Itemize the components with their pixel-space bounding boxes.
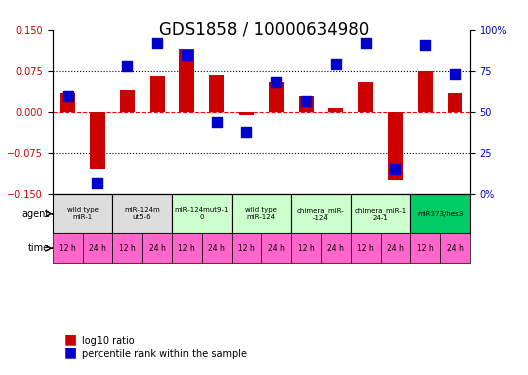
FancyBboxPatch shape: [142, 233, 172, 263]
FancyBboxPatch shape: [381, 233, 410, 263]
Point: [272, 80, 280, 86]
FancyBboxPatch shape: [202, 233, 232, 263]
FancyBboxPatch shape: [291, 194, 351, 233]
Text: 12 h: 12 h: [238, 244, 255, 253]
FancyBboxPatch shape: [351, 233, 381, 263]
Bar: [180, 49, 194, 112]
FancyBboxPatch shape: [53, 194, 112, 233]
FancyBboxPatch shape: [232, 194, 291, 233]
FancyBboxPatch shape: [321, 233, 351, 263]
FancyBboxPatch shape: [410, 194, 470, 233]
FancyBboxPatch shape: [351, 194, 410, 233]
Bar: [269, 82, 284, 112]
Text: chimera_miR-1
24-1: chimera_miR-1 24-1: [354, 207, 407, 220]
Bar: [388, 112, 403, 180]
Point: [361, 40, 370, 46]
Text: 24 h: 24 h: [208, 244, 225, 253]
Bar: [209, 75, 224, 112]
Text: 24 h: 24 h: [387, 244, 404, 253]
Point: [123, 63, 131, 69]
FancyBboxPatch shape: [410, 233, 440, 263]
FancyBboxPatch shape: [112, 194, 172, 233]
Text: miR-124m
ut5-6: miR-124m ut5-6: [124, 207, 160, 220]
Text: chimera_miR-
-124: chimera_miR- -124: [297, 207, 345, 220]
Point: [451, 71, 459, 77]
FancyBboxPatch shape: [261, 233, 291, 263]
Text: agent: agent: [22, 209, 50, 219]
Bar: [328, 108, 343, 112]
Text: time: time: [27, 243, 50, 253]
Text: 24 h: 24 h: [149, 244, 165, 253]
Text: 24 h: 24 h: [327, 244, 344, 253]
Text: ■: ■: [63, 345, 77, 360]
Text: 12 h: 12 h: [357, 244, 374, 253]
Point: [93, 180, 102, 186]
Bar: [418, 71, 432, 112]
Text: 12 h: 12 h: [298, 244, 315, 253]
FancyBboxPatch shape: [112, 233, 142, 263]
FancyBboxPatch shape: [291, 233, 321, 263]
Point: [302, 98, 310, 104]
Bar: [120, 90, 135, 112]
Point: [421, 42, 429, 48]
Text: 24 h: 24 h: [447, 244, 464, 253]
Bar: [239, 112, 254, 115]
FancyBboxPatch shape: [53, 233, 82, 263]
Text: 12 h: 12 h: [178, 244, 195, 253]
Text: ■: ■: [63, 332, 77, 346]
Bar: [90, 112, 105, 170]
FancyBboxPatch shape: [172, 233, 202, 263]
Point: [183, 52, 191, 58]
Point: [153, 40, 162, 46]
Text: wild type
miR-124: wild type miR-124: [246, 207, 277, 220]
Text: 12 h: 12 h: [59, 244, 76, 253]
Text: log10 ratio: log10 ratio: [82, 336, 135, 345]
Bar: [60, 93, 75, 112]
Bar: [448, 93, 463, 112]
Text: GDS1858 / 10000634980: GDS1858 / 10000634980: [159, 21, 369, 39]
Point: [332, 62, 340, 68]
Text: 24 h: 24 h: [89, 244, 106, 253]
Bar: [299, 96, 314, 112]
FancyBboxPatch shape: [82, 233, 112, 263]
Bar: [149, 76, 165, 112]
Text: 24 h: 24 h: [268, 244, 285, 253]
Text: miR373/hes3: miR373/hes3: [417, 211, 463, 217]
Point: [242, 129, 251, 135]
Text: miR-124mut9-1
0: miR-124mut9-1 0: [175, 207, 229, 220]
Bar: [358, 82, 373, 112]
FancyBboxPatch shape: [172, 194, 232, 233]
Point: [63, 93, 72, 99]
FancyBboxPatch shape: [232, 233, 261, 263]
Text: percentile rank within the sample: percentile rank within the sample: [82, 349, 247, 358]
Point: [391, 166, 400, 172]
FancyBboxPatch shape: [440, 233, 470, 263]
Text: 12 h: 12 h: [417, 244, 433, 253]
Text: 12 h: 12 h: [119, 244, 136, 253]
Point: [212, 119, 221, 125]
Text: wild type
miR-1: wild type miR-1: [67, 207, 99, 220]
